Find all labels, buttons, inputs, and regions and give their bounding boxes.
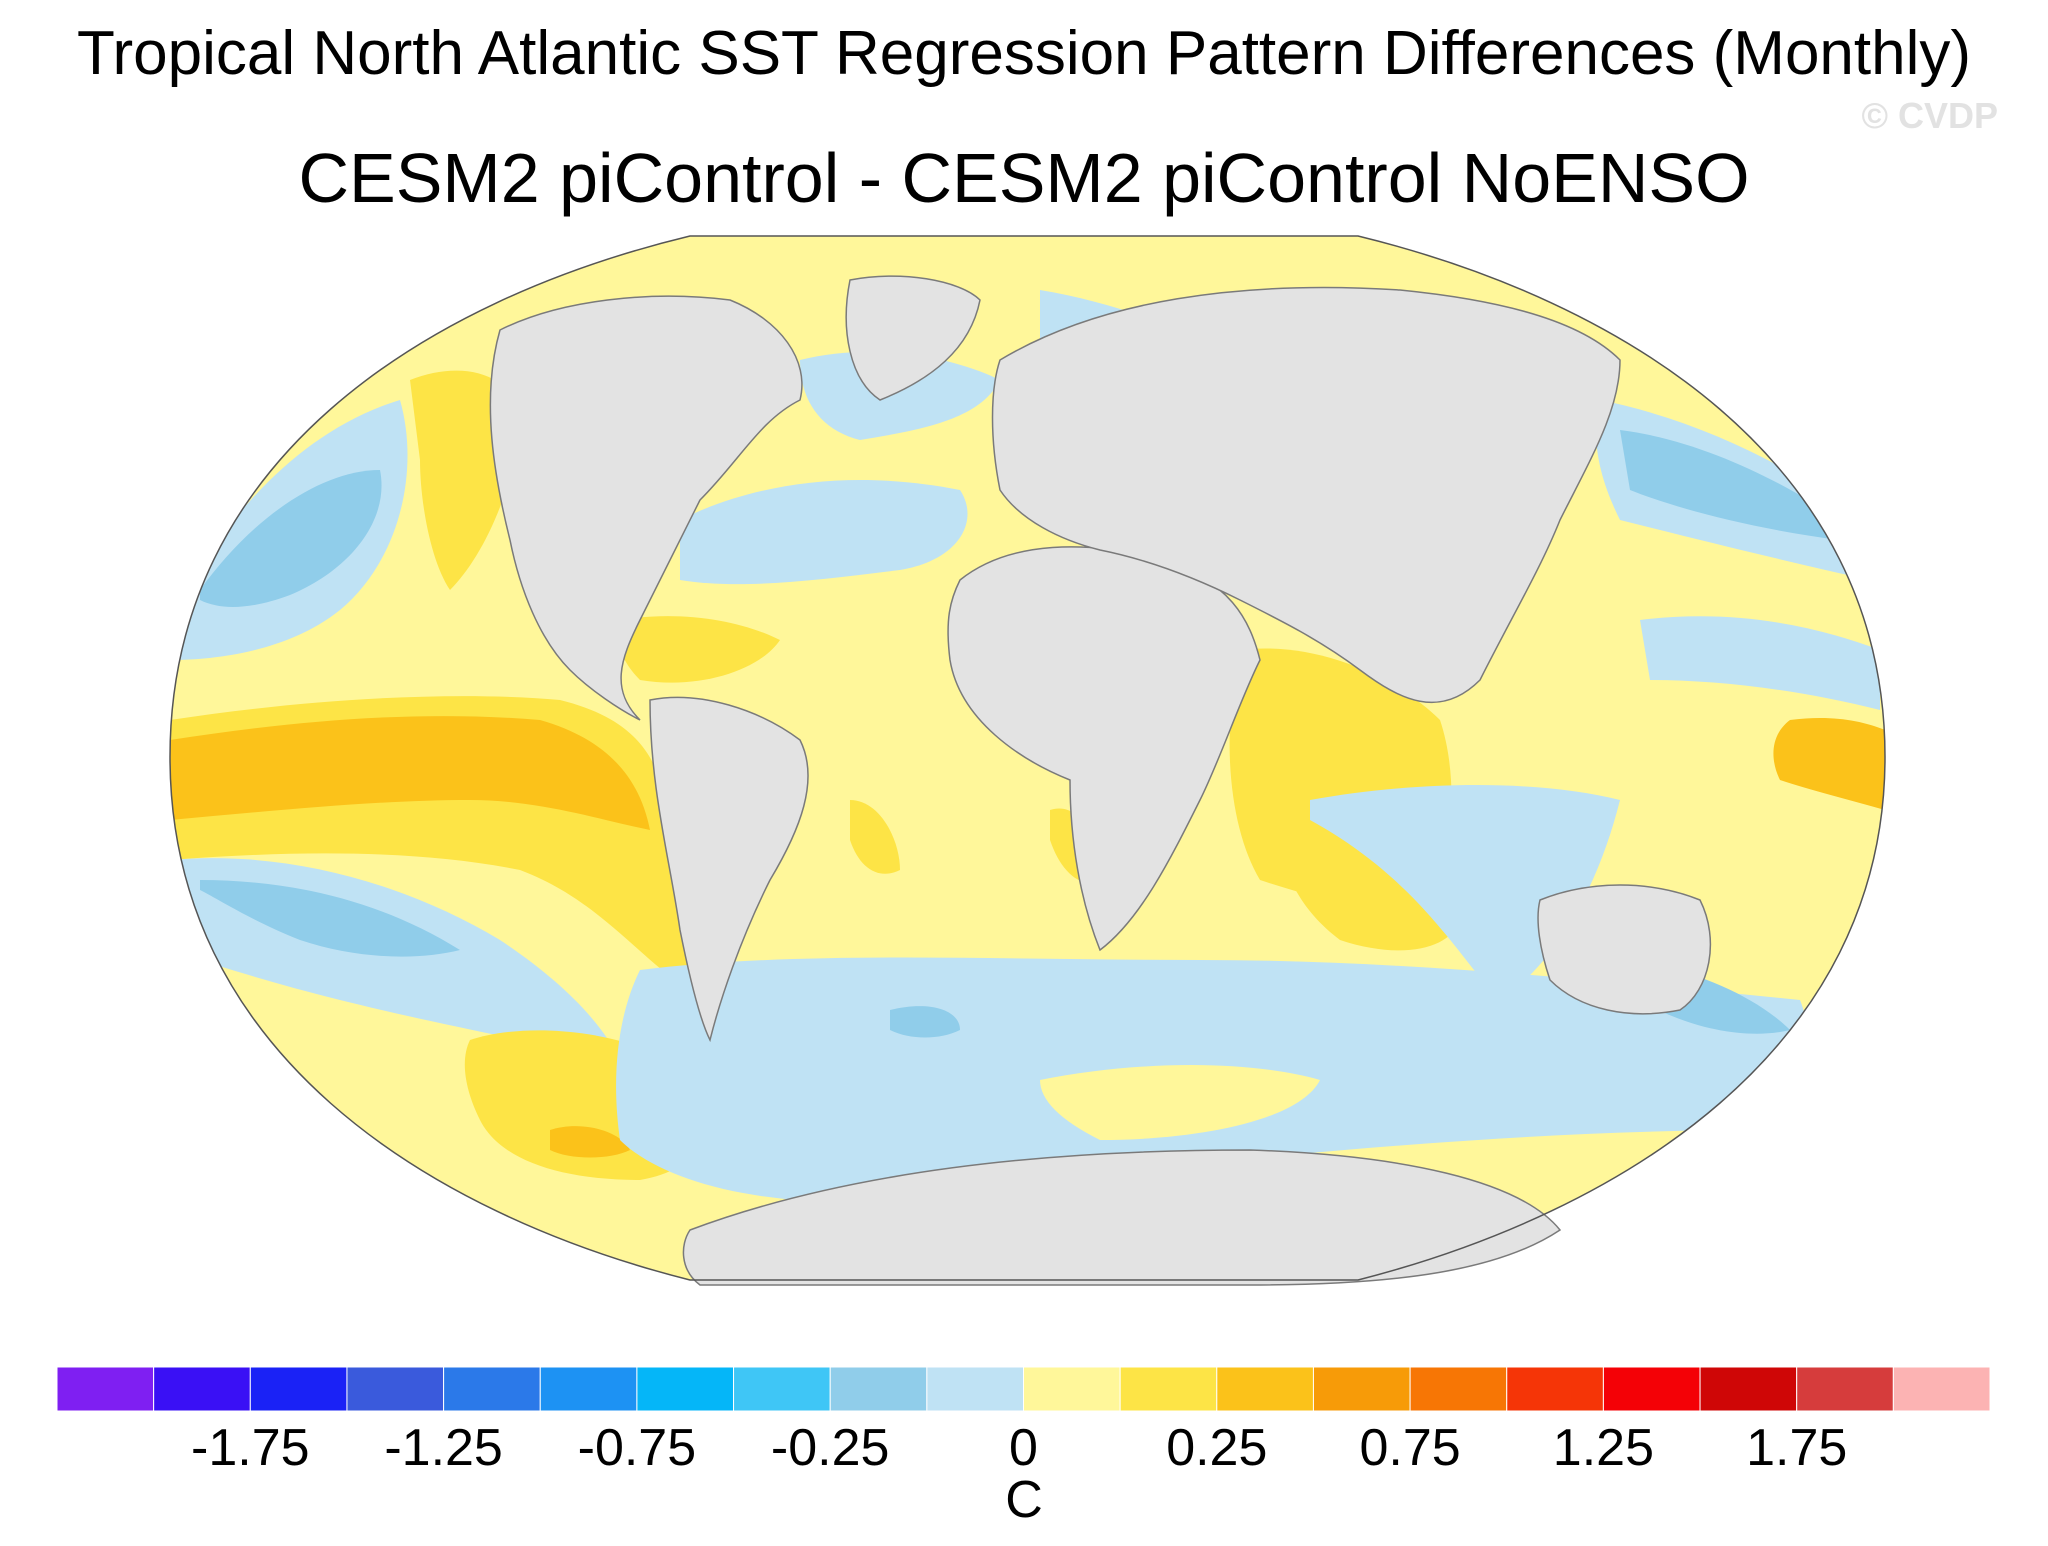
colorbar-swatch [1312,1366,1411,1412]
north-atlantic-cool [680,480,968,585]
subpolar-atlantic-cool [800,351,1000,440]
nw-pacific-cool-core [1620,430,1840,540]
colorbar-swatch [1409,1366,1508,1412]
eq-pacific-warm-core [170,716,650,830]
colorbar-swatch [1216,1366,1314,1412]
land-masses [489,275,1712,1286]
colorbar-swatch [1119,1366,1218,1412]
australia [1537,884,1712,1015]
colorbar-tick-label: 0.25 [1166,1419,1268,1477]
south-pacific-cool-core [200,880,460,957]
southern-ocean-warm-patch [1040,1065,1320,1140]
colorbar-swatch [1602,1366,1701,1412]
map-subtitle: CESM2 piControl - CESM2 piControl NoENSO [298,139,1750,217]
colorbar-swatch [539,1366,638,1412]
south-america [649,696,809,1043]
colorbar-tick-label: -1.75 [191,1419,310,1477]
greenland [845,275,981,401]
north-pacific-cool-core [200,470,382,607]
colorbar-swatch [56,1366,155,1412]
colorbar-tick-label: 0 [1009,1419,1038,1477]
antarctica [682,1149,1562,1286]
colorbar-swatch [1892,1366,1991,1412]
colorbar-swatch [636,1366,735,1412]
caribbean-warm [618,616,780,683]
colorbar-swatch [249,1366,348,1412]
colorbar-swatch [1506,1366,1604,1412]
colorbar-units: C [1005,1471,1043,1529]
colorbar-swatch [346,1366,445,1412]
eurasia [991,286,1621,704]
colorbar-tick-label: -0.25 [770,1419,890,1477]
globe-outline [169,235,1886,1281]
colorbar-tick-label: 1.25 [1552,1419,1654,1477]
cvdp-watermark: © CVDP [1861,95,1998,136]
west-pacific-warm [1773,718,1885,810]
north-america [489,295,803,721]
w-pacific-cool [1640,616,1880,710]
south-atlantic-cool-core [890,1006,960,1038]
south-pacific-warm-core [550,1126,630,1158]
colorbar-tick-label: -1.25 [384,1419,503,1477]
colorbar-tick-label: 1.75 [1746,1419,1848,1477]
colorbar [56,1366,1991,1412]
south-indian-warm [1280,830,1460,951]
colorbar-swatch [1796,1366,1894,1412]
colorbar-swatch [733,1366,831,1412]
colorbar-swatch [1699,1366,1798,1412]
colorbar-swatch [829,1366,928,1412]
brazil-coast-warm [850,800,900,874]
colorbar-swatch [443,1366,541,1412]
colorbar-swatch [926,1366,1024,1412]
colorbar-tick-label: 0.75 [1359,1419,1461,1477]
map-title: Tropical North Atlantic SST Regression P… [76,19,1972,88]
colorbar-swatch [1023,1366,1121,1412]
colorbar-swatch [153,1366,251,1412]
colorbar-tick-label: -0.75 [577,1419,697,1477]
